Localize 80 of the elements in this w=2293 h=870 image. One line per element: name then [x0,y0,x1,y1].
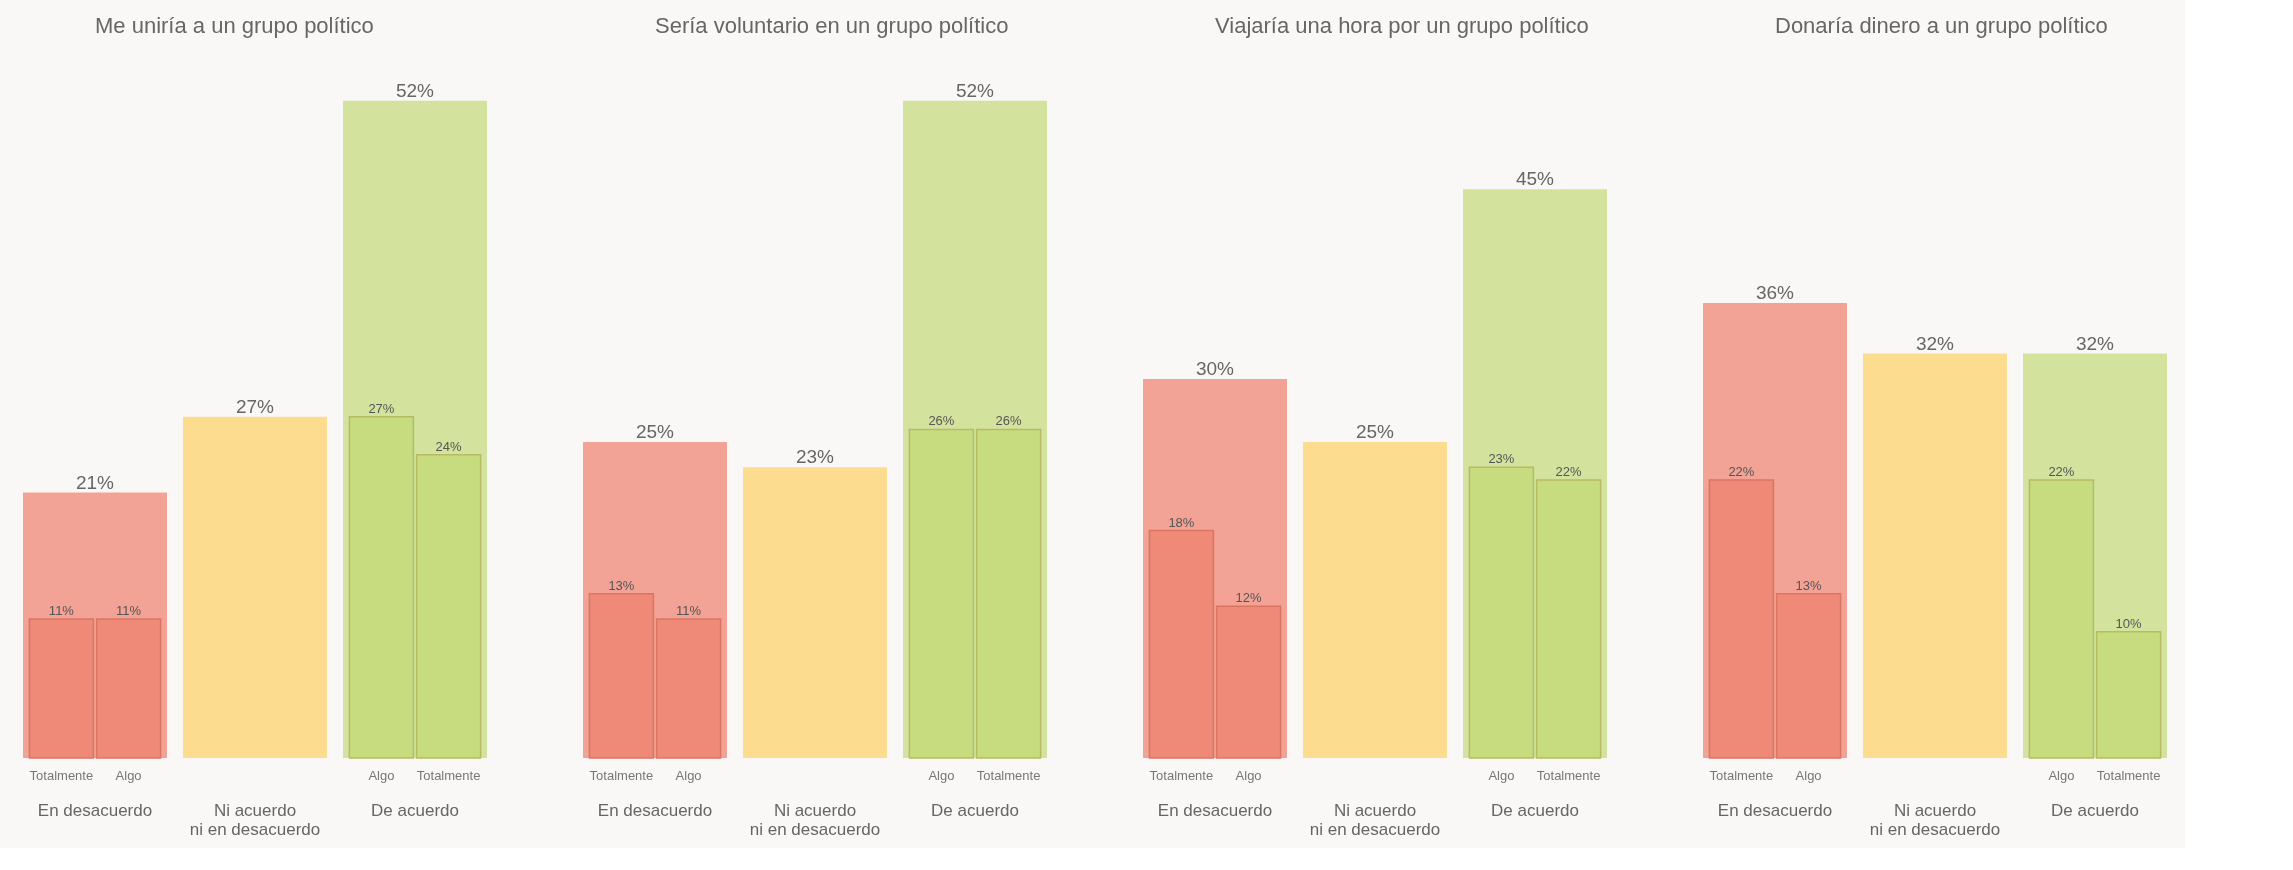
x-tick-label: De acuerdo [931,801,1019,820]
series-label: Totalmente [416,768,481,783]
series-label: Algo [115,768,142,783]
series-label: Totalmente [29,768,94,783]
x-tick-label: De acuerdo [2051,801,2139,820]
x-tick-label: Ni acuerdo ni en desacuerdo [1869,801,2001,839]
data-label: 27% [368,400,395,416]
bar [588,592,655,759]
data-label: 24% [435,438,463,454]
bar [743,467,887,758]
x-tick-label: Ni acuerdo ni en desacuerdo [1309,801,1441,839]
data-label: 36% [1755,282,1795,304]
x-tick-label: En desacuerdo [597,801,713,820]
data-label: 13% [1795,577,1823,593]
data-label: 26% [995,413,1023,429]
data-label: 11% [48,602,75,618]
data-label: 11% [676,602,702,618]
data-label: 27% [235,395,275,417]
data-label: 22% [1555,463,1583,479]
data-label: 25% [1355,421,1395,443]
data-label: 52% [955,79,995,101]
chart-title: Donaría dinero a un grupo político [1775,13,2108,38]
bar [908,428,975,759]
data-label: 22% [1728,463,1755,479]
data-label: 52% [395,79,435,101]
data-label: 23% [795,446,835,468]
x-tick-label: Ni acuerdo ni en desacuerdo [189,801,321,839]
series-label: Algo [1488,768,1515,783]
chart-title: Viajaría una hora por un grupo político [1215,13,1589,38]
x-tick-label: En desacuerdo [37,801,153,820]
series-label: Algo [368,768,395,783]
bar [1775,592,1842,759]
bar [1708,479,1775,759]
data-label: 10% [2115,615,2143,631]
bar [1468,466,1535,759]
series-label: Algo [1795,768,1822,783]
bar [1303,442,1447,758]
x-tick-label: De acuerdo [371,801,459,820]
bar [28,618,95,759]
bar [2095,630,2162,759]
series-label: Totalmente [2096,768,2161,783]
bar [1215,605,1282,759]
bar [415,453,482,759]
chart-title: Me uniría a un grupo político [95,13,374,38]
data-label: 11% [116,602,142,618]
series-label: Totalmente [1149,768,1214,783]
data-label: 25% [635,421,675,443]
x-tick-label: Ni acuerdo ni en desacuerdo [749,801,881,839]
bar [183,416,327,758]
data-label: 45% [1515,168,1555,190]
data-label: 23% [1488,451,1515,467]
bar [1535,479,1602,759]
data-label: 32% [1915,332,1955,354]
series-label: Algo [675,768,702,783]
data-label: 22% [2048,463,2075,479]
data-label: 12% [1235,590,1263,606]
bar [975,428,1042,759]
series-label: Algo [928,768,955,783]
bar [348,416,415,759]
series-label: Totalmente [1709,768,1774,783]
series-label: Algo [1235,768,1262,783]
series-label: Totalmente [1536,768,1601,783]
bar [1148,529,1215,759]
series-label: Totalmente [976,768,1041,783]
series-label: Algo [2048,768,2075,783]
bar [2028,479,2095,759]
data-label: 32% [2075,332,2115,354]
bar [95,618,162,759]
data-label: 13% [608,577,635,593]
series-label: Totalmente [589,768,654,783]
x-tick-label: En desacuerdo [1157,801,1273,820]
chart-title: Sería voluntario en un grupo político [655,13,1009,38]
data-label: 30% [1195,357,1235,379]
x-tick-label: De acuerdo [1491,801,1579,820]
bar [655,618,722,759]
x-tick-label: En desacuerdo [1717,801,1833,820]
data-label: 21% [75,471,115,493]
data-label: 26% [928,413,955,429]
bar [1863,353,2007,758]
data-label: 18% [1168,514,1195,530]
